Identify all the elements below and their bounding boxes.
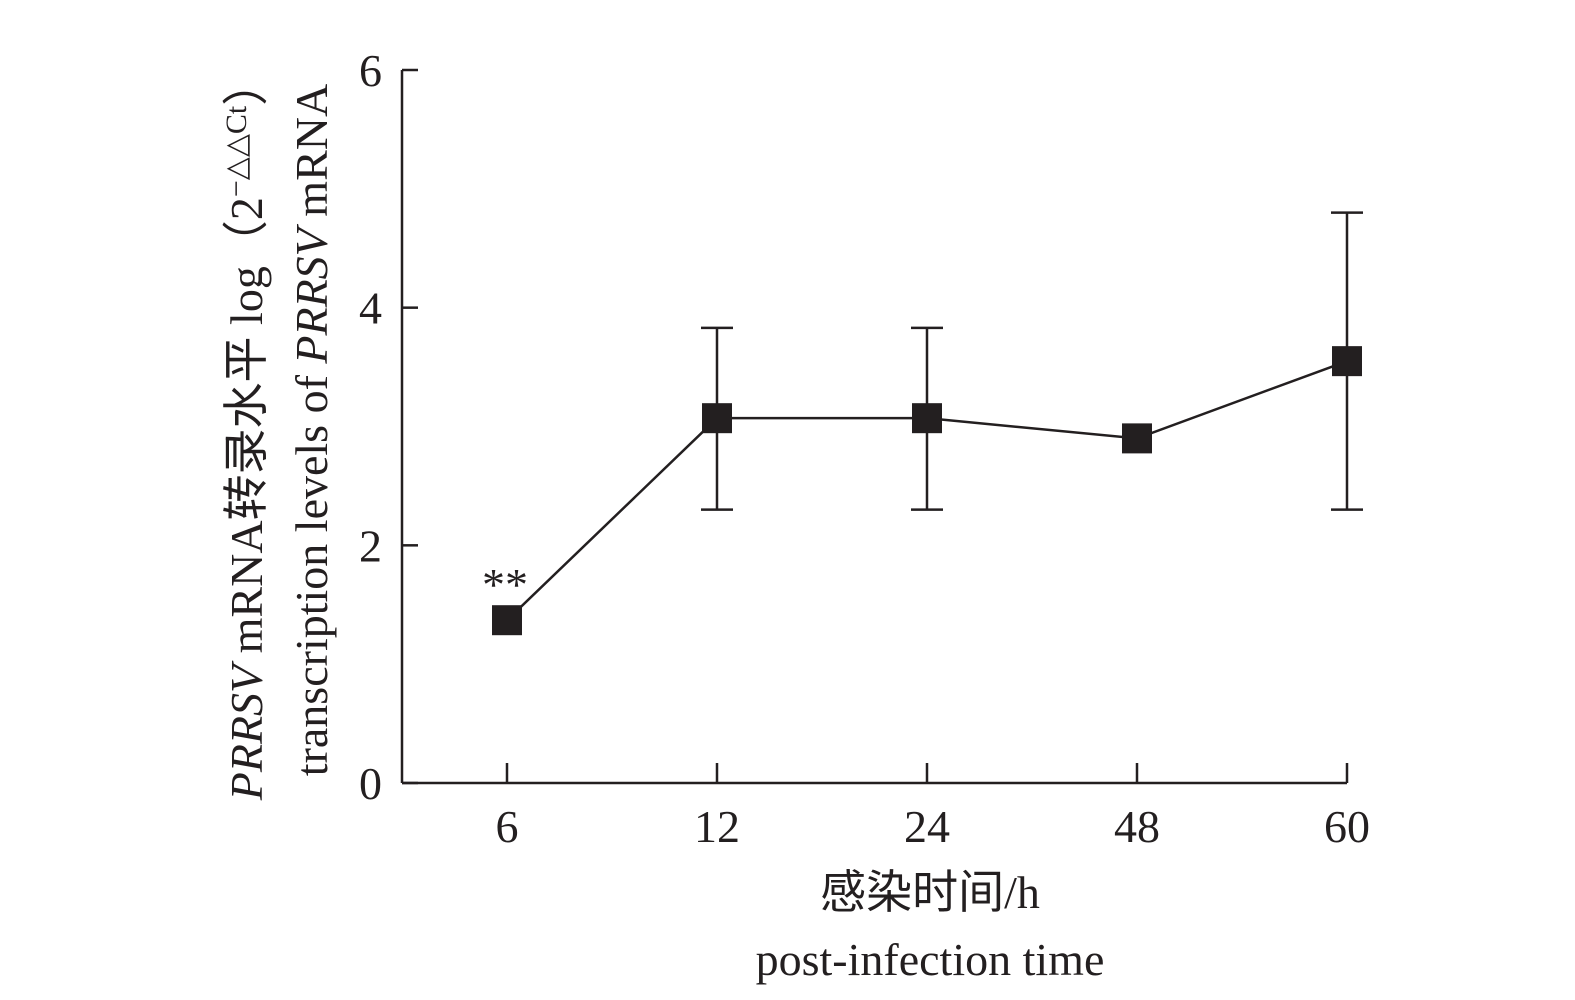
data-point-24 [912,403,942,434]
y-tick-label-3: 6 [359,45,382,96]
y-axis-title-text-1: mRNA转录水平 log（2 [221,197,272,665]
y-axis-title-gene-2: PRRSV [286,223,337,364]
x-tick-label-2: 24 [904,801,950,852]
x-tick-label-1: 12 [694,801,740,852]
data-point-60 [1332,346,1362,377]
y-tick-label-0: 0 [359,758,382,809]
y-axis-title-gene-1: PRRSV [221,660,272,801]
data-point-12 [702,403,732,434]
y-axis-title-tail-2: mRNA [286,84,337,228]
y-axis-title-text-2: transcription levels of [286,364,337,777]
x-ticks: 6 12 24 48 60 [496,763,1370,852]
y-ticks: 0 2 4 6 [359,45,418,809]
x-axis-title-en: post-infection time [756,934,1105,985]
y-axis-title-line2: transcription levels of PRRSV mRNA [286,84,337,776]
significance-label-0: ** [482,559,528,610]
data-point-6 [492,605,522,636]
y-axis-title-superscript: −△△Ct [220,105,253,197]
x-axis-title-cn: 感染时间/h [820,867,1040,918]
x-tick-label-0: 6 [496,801,519,852]
y-axis-title-close: ） [221,60,272,106]
data-point-48 [1122,423,1152,454]
x-tick-label-4: 60 [1324,801,1370,852]
series-group: ** [482,211,1363,636]
y-axis-title: PRRSV mRNA转录水平 log（2−△△Ct） transcription… [220,60,338,802]
y-tick-label-2: 4 [359,283,382,334]
y-tick-label-1: 2 [359,520,382,571]
y-axis-title-line1: PRRSV mRNA转录水平 log（2−△△Ct） [220,60,273,802]
x-tick-label-3: 48 [1114,801,1160,852]
